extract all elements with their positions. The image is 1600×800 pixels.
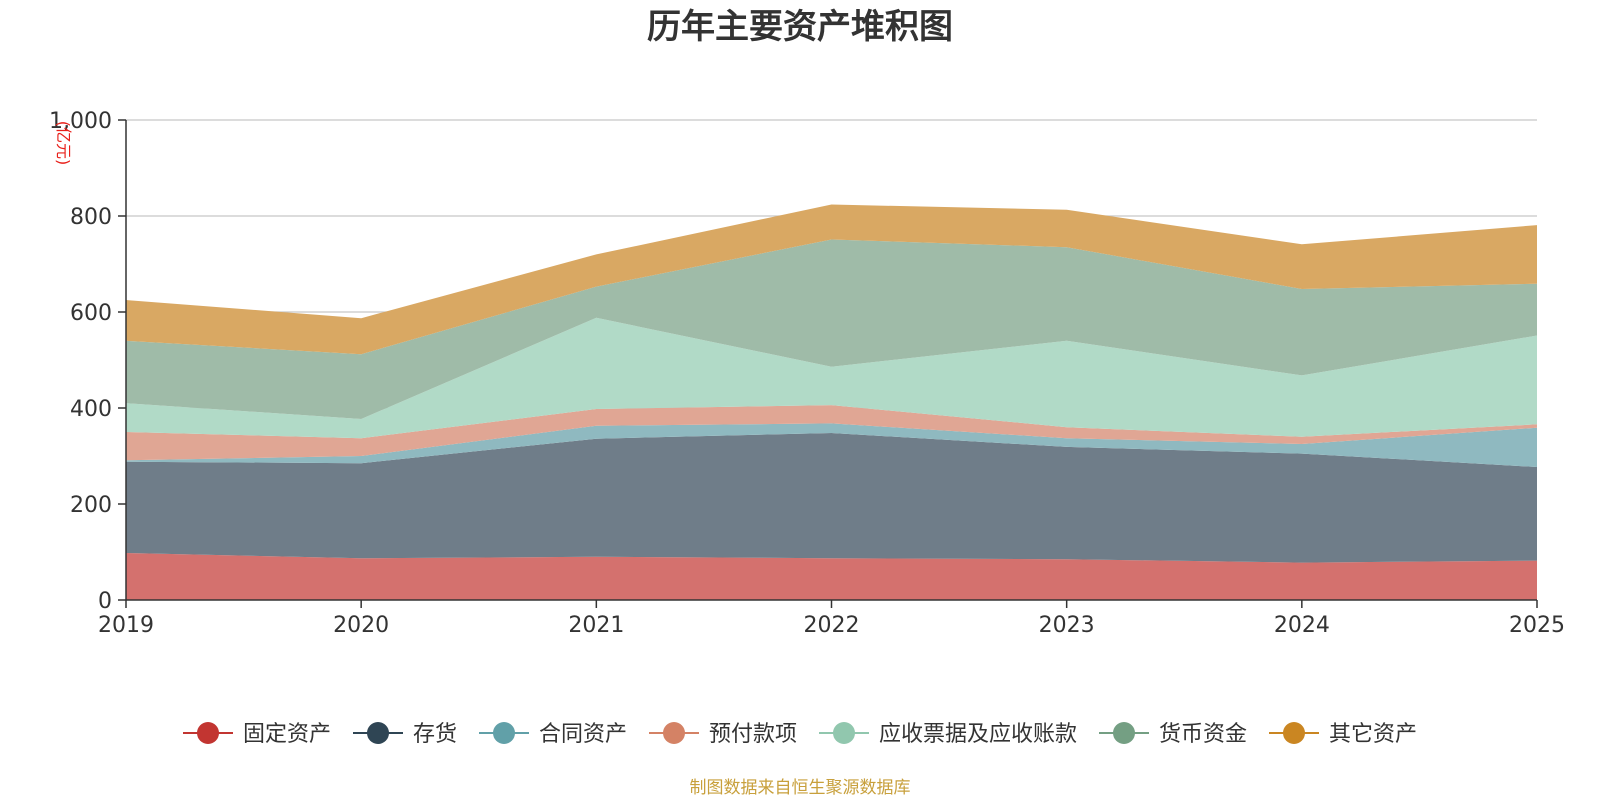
y-tick-label: 200 xyxy=(70,493,112,518)
legend-label: 存货 xyxy=(413,722,457,747)
y-tick-label: 400 xyxy=(70,397,112,422)
legend-circle-marker xyxy=(367,722,389,744)
legend: 固定资产 存货 合同资产 预付款项 应收票据及应收账款 货币资金 其它资产 xyxy=(183,722,1417,747)
y-tick-label: 1,000 xyxy=(49,109,112,134)
legend-circle-marker xyxy=(1283,722,1305,744)
legend-circle-marker xyxy=(833,722,855,744)
legend-label: 货币资金 xyxy=(1159,722,1247,747)
y-axis-unit-label: (亿元) xyxy=(54,121,73,166)
legend-label: 预付款项 xyxy=(709,722,797,747)
legend-item: 应收票据及应收账款 xyxy=(819,722,1077,747)
legend-item: 合同资产 xyxy=(479,722,627,747)
legend-item: 预付款项 xyxy=(649,722,797,747)
legend-circle-marker xyxy=(493,722,515,744)
area-series-group xyxy=(126,204,1537,600)
legend-circle-marker xyxy=(1113,722,1135,744)
legend-item: 存货 xyxy=(353,722,457,747)
legend-label: 其它资产 xyxy=(1329,722,1417,747)
area-series xyxy=(126,239,1537,419)
legend-circle-marker xyxy=(663,722,685,744)
chart-title: 历年主要资产堆积图 xyxy=(647,7,953,47)
x-tick-label: 2020 xyxy=(333,613,389,638)
y-tick-label: 600 xyxy=(70,301,112,326)
area-series xyxy=(126,433,1537,563)
legend-item: 其它资产 xyxy=(1269,722,1417,747)
area-series xyxy=(126,405,1537,461)
x-tick-label: 2022 xyxy=(804,613,860,638)
axes: 0 200 400 600 800 1,000 2019 2020 2021 2022 2023 20… xyxy=(49,109,1565,638)
data-source-note: 制图数据来自恒生聚源数据库 xyxy=(690,778,911,798)
x-tick-label: 2019 xyxy=(98,613,154,638)
area-series xyxy=(126,317,1537,439)
x-tick-label: 2025 xyxy=(1509,613,1565,638)
x-tick-label: 2021 xyxy=(568,613,624,638)
legend-circle-marker xyxy=(197,722,219,744)
legend-label: 合同资产 xyxy=(539,722,627,747)
legend-label: 固定资产 xyxy=(243,722,331,747)
x-tick-label: 2024 xyxy=(1274,613,1330,638)
y-tick-label: 0 xyxy=(98,589,112,614)
legend-label: 应收票据及应收账款 xyxy=(879,722,1077,747)
area-series xyxy=(126,423,1537,467)
legend-item: 固定资产 xyxy=(183,722,331,747)
area-series xyxy=(126,204,1537,355)
y-tick-label: 800 xyxy=(70,205,112,230)
area-series xyxy=(126,553,1537,600)
legend-item: 货币资金 xyxy=(1099,722,1247,747)
x-tick-label: 2023 xyxy=(1039,613,1095,638)
